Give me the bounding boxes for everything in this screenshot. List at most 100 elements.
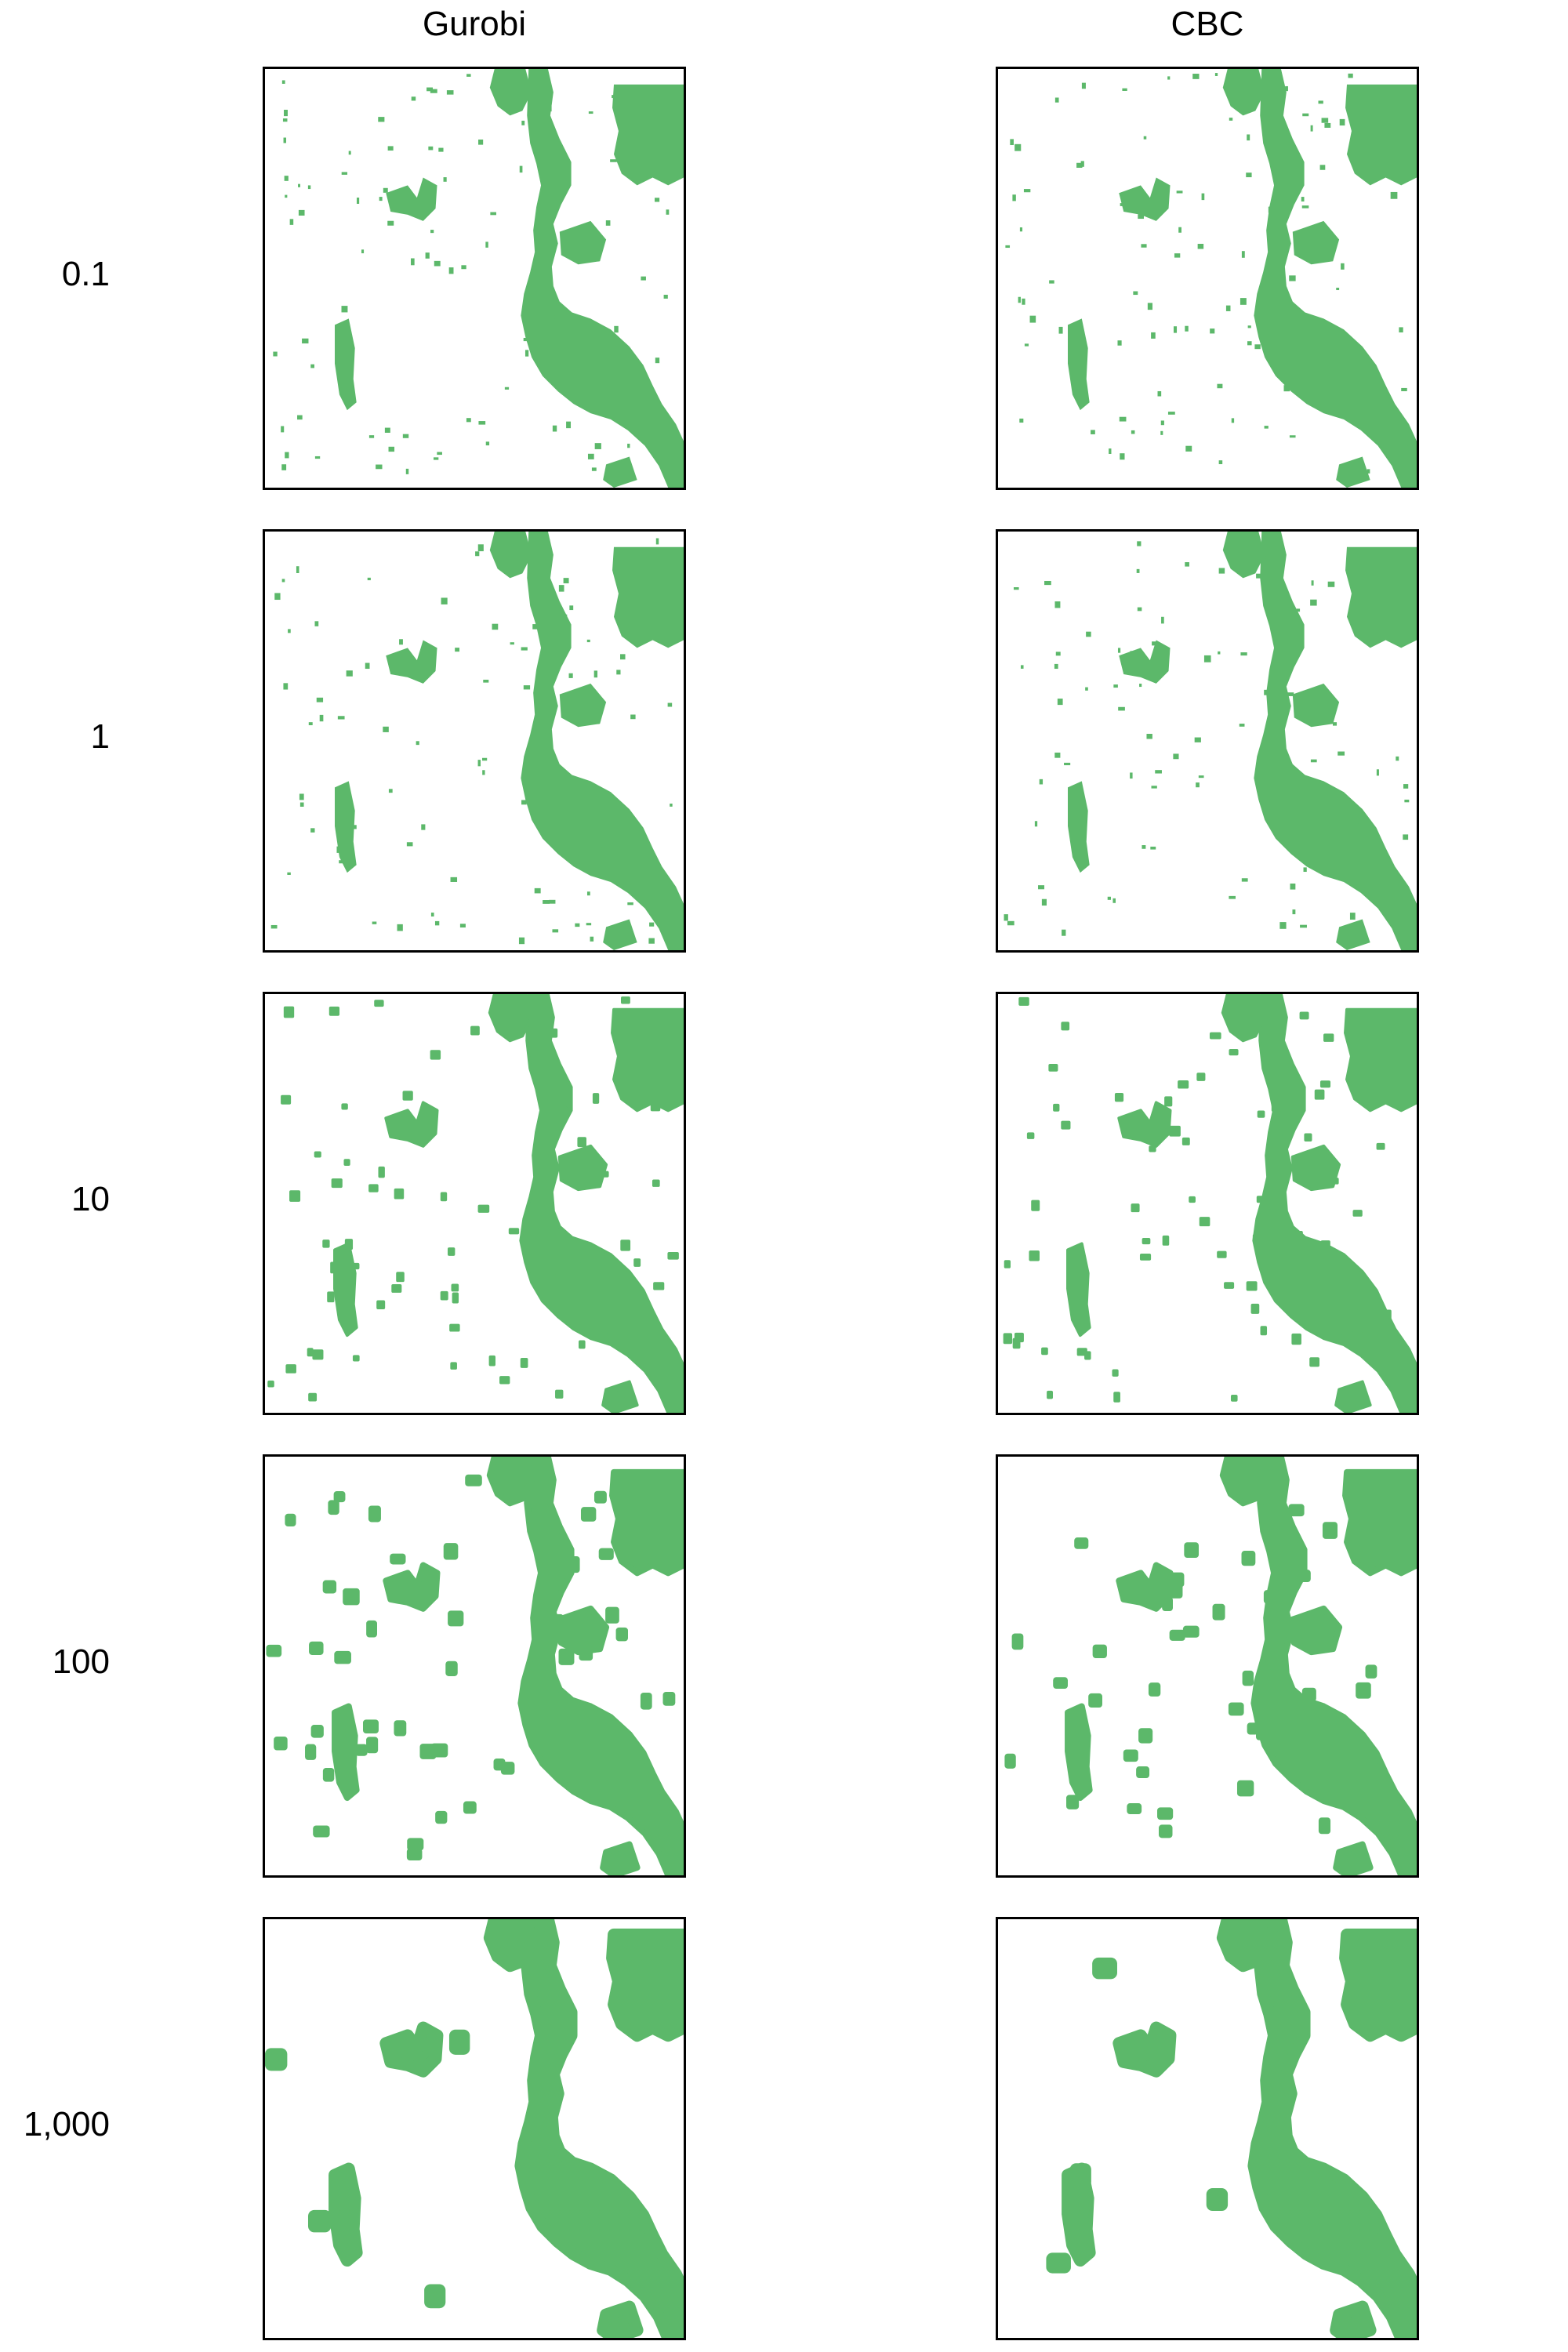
speckle-area — [1137, 541, 1142, 546]
speckle-area — [570, 1274, 579, 1283]
speckle-area — [604, 343, 608, 348]
speckle-area — [488, 1355, 495, 1367]
north-area — [489, 69, 532, 116]
speckle-area — [285, 194, 288, 198]
speckle-area — [1182, 1625, 1200, 1638]
speckle-area — [1385, 575, 1390, 582]
speckle-area — [1203, 655, 1211, 662]
speckle-area — [341, 387, 345, 395]
map-canvas — [270, 532, 684, 950]
speckle-area — [1080, 161, 1084, 167]
speckle-area — [1212, 1603, 1225, 1621]
speckle-area — [287, 872, 291, 875]
speckle-area — [1151, 786, 1157, 789]
selected-areas — [1003, 994, 1417, 1413]
west-strip-area — [1068, 781, 1090, 873]
bend-area — [559, 683, 607, 728]
speckle-area — [1139, 684, 1142, 688]
speckle-area — [569, 605, 574, 611]
speckle-area — [1160, 430, 1163, 435]
speckle-area — [328, 1006, 340, 1016]
speckle-area — [1137, 607, 1142, 612]
speckle-area — [285, 1513, 296, 1526]
west-strip-area — [1066, 1242, 1091, 1338]
speckle-area — [477, 760, 481, 767]
speckle-area — [1247, 134, 1250, 141]
speckle-area — [1022, 298, 1025, 305]
speckle-area — [590, 936, 594, 942]
west-strip-area — [328, 2162, 363, 2267]
speckle-area — [1064, 762, 1071, 766]
speckle-area — [1264, 689, 1269, 695]
speckle-area — [554, 315, 557, 319]
speckle-area — [1118, 706, 1125, 711]
speckle-area — [319, 714, 324, 722]
map-canvas — [1046, 1919, 1417, 2338]
speckle-area — [1169, 1125, 1181, 1137]
speckle-area — [391, 1283, 402, 1293]
speckle-area — [390, 1553, 406, 1565]
speckle-area — [1400, 445, 1408, 450]
speckle-area — [1039, 779, 1044, 785]
speckle-area — [477, 1204, 490, 1213]
speckle-area — [573, 1308, 584, 1319]
speckle-area — [558, 1648, 575, 1665]
speckle-area — [482, 770, 485, 775]
speckle-area — [1378, 383, 1383, 387]
speckle-area — [307, 2209, 332, 2233]
map-canvas — [1004, 532, 1417, 950]
speckle-area — [1266, 106, 1269, 109]
speckle-area — [455, 648, 460, 652]
speckle-area — [1324, 122, 1331, 128]
map-canvas — [267, 994, 684, 1413]
speckle-area — [1352, 817, 1358, 822]
south-area — [603, 456, 637, 488]
speckle-area — [666, 619, 672, 624]
selected-areas — [270, 532, 684, 950]
speckle-area — [353, 1262, 360, 1270]
speckle-area — [322, 1240, 330, 1248]
speckle-area — [285, 1364, 296, 1374]
speckle-area — [284, 110, 288, 117]
speckle-area — [1260, 1326, 1268, 1336]
speckle-area — [568, 673, 573, 678]
speckle-area — [1287, 1104, 1298, 1113]
speckle-area — [1348, 73, 1353, 78]
speckle-area — [450, 1362, 457, 1370]
speckle-area — [267, 1380, 274, 1388]
speckle-area — [1071, 1258, 1080, 1269]
speckle-area — [327, 1291, 335, 1303]
speckle-area — [613, 1483, 630, 1496]
speckle-area — [575, 923, 580, 927]
speckle-area — [1148, 1682, 1161, 1697]
speckle-area — [649, 922, 655, 927]
speckle-area — [341, 306, 348, 313]
center-area — [386, 640, 437, 684]
speckle-area — [1320, 1240, 1330, 1250]
speckle-area — [533, 334, 539, 340]
speckle-area — [1268, 206, 1275, 213]
selected-areas — [1004, 532, 1417, 950]
row-label-4: 1,000 — [23, 2105, 110, 2143]
speckle-area — [1396, 756, 1399, 761]
speckle-area — [330, 1261, 338, 1274]
speckle-area — [666, 209, 670, 215]
speckle-area — [1403, 834, 1409, 840]
map-panel-gurobi-1 — [263, 529, 686, 953]
speckle-area — [1196, 1073, 1206, 1081]
speckle-area — [666, 1054, 677, 1066]
map-panel-gurobi-4 — [263, 1917, 686, 2340]
speckle-area — [1231, 418, 1235, 423]
speckle-area — [1150, 846, 1156, 850]
speckle-area — [281, 1094, 292, 1105]
speckle-area — [550, 310, 555, 318]
speckle-area — [328, 1500, 339, 1515]
speckle-area — [1399, 327, 1403, 333]
speckle-area — [1218, 460, 1223, 465]
speckle-area — [1217, 383, 1223, 389]
speckle-area — [1229, 1049, 1239, 1056]
speckle-area — [1026, 1132, 1035, 1139]
speckle-area — [298, 183, 300, 187]
speckle-area — [621, 850, 624, 855]
speckle-area — [605, 1391, 614, 1400]
